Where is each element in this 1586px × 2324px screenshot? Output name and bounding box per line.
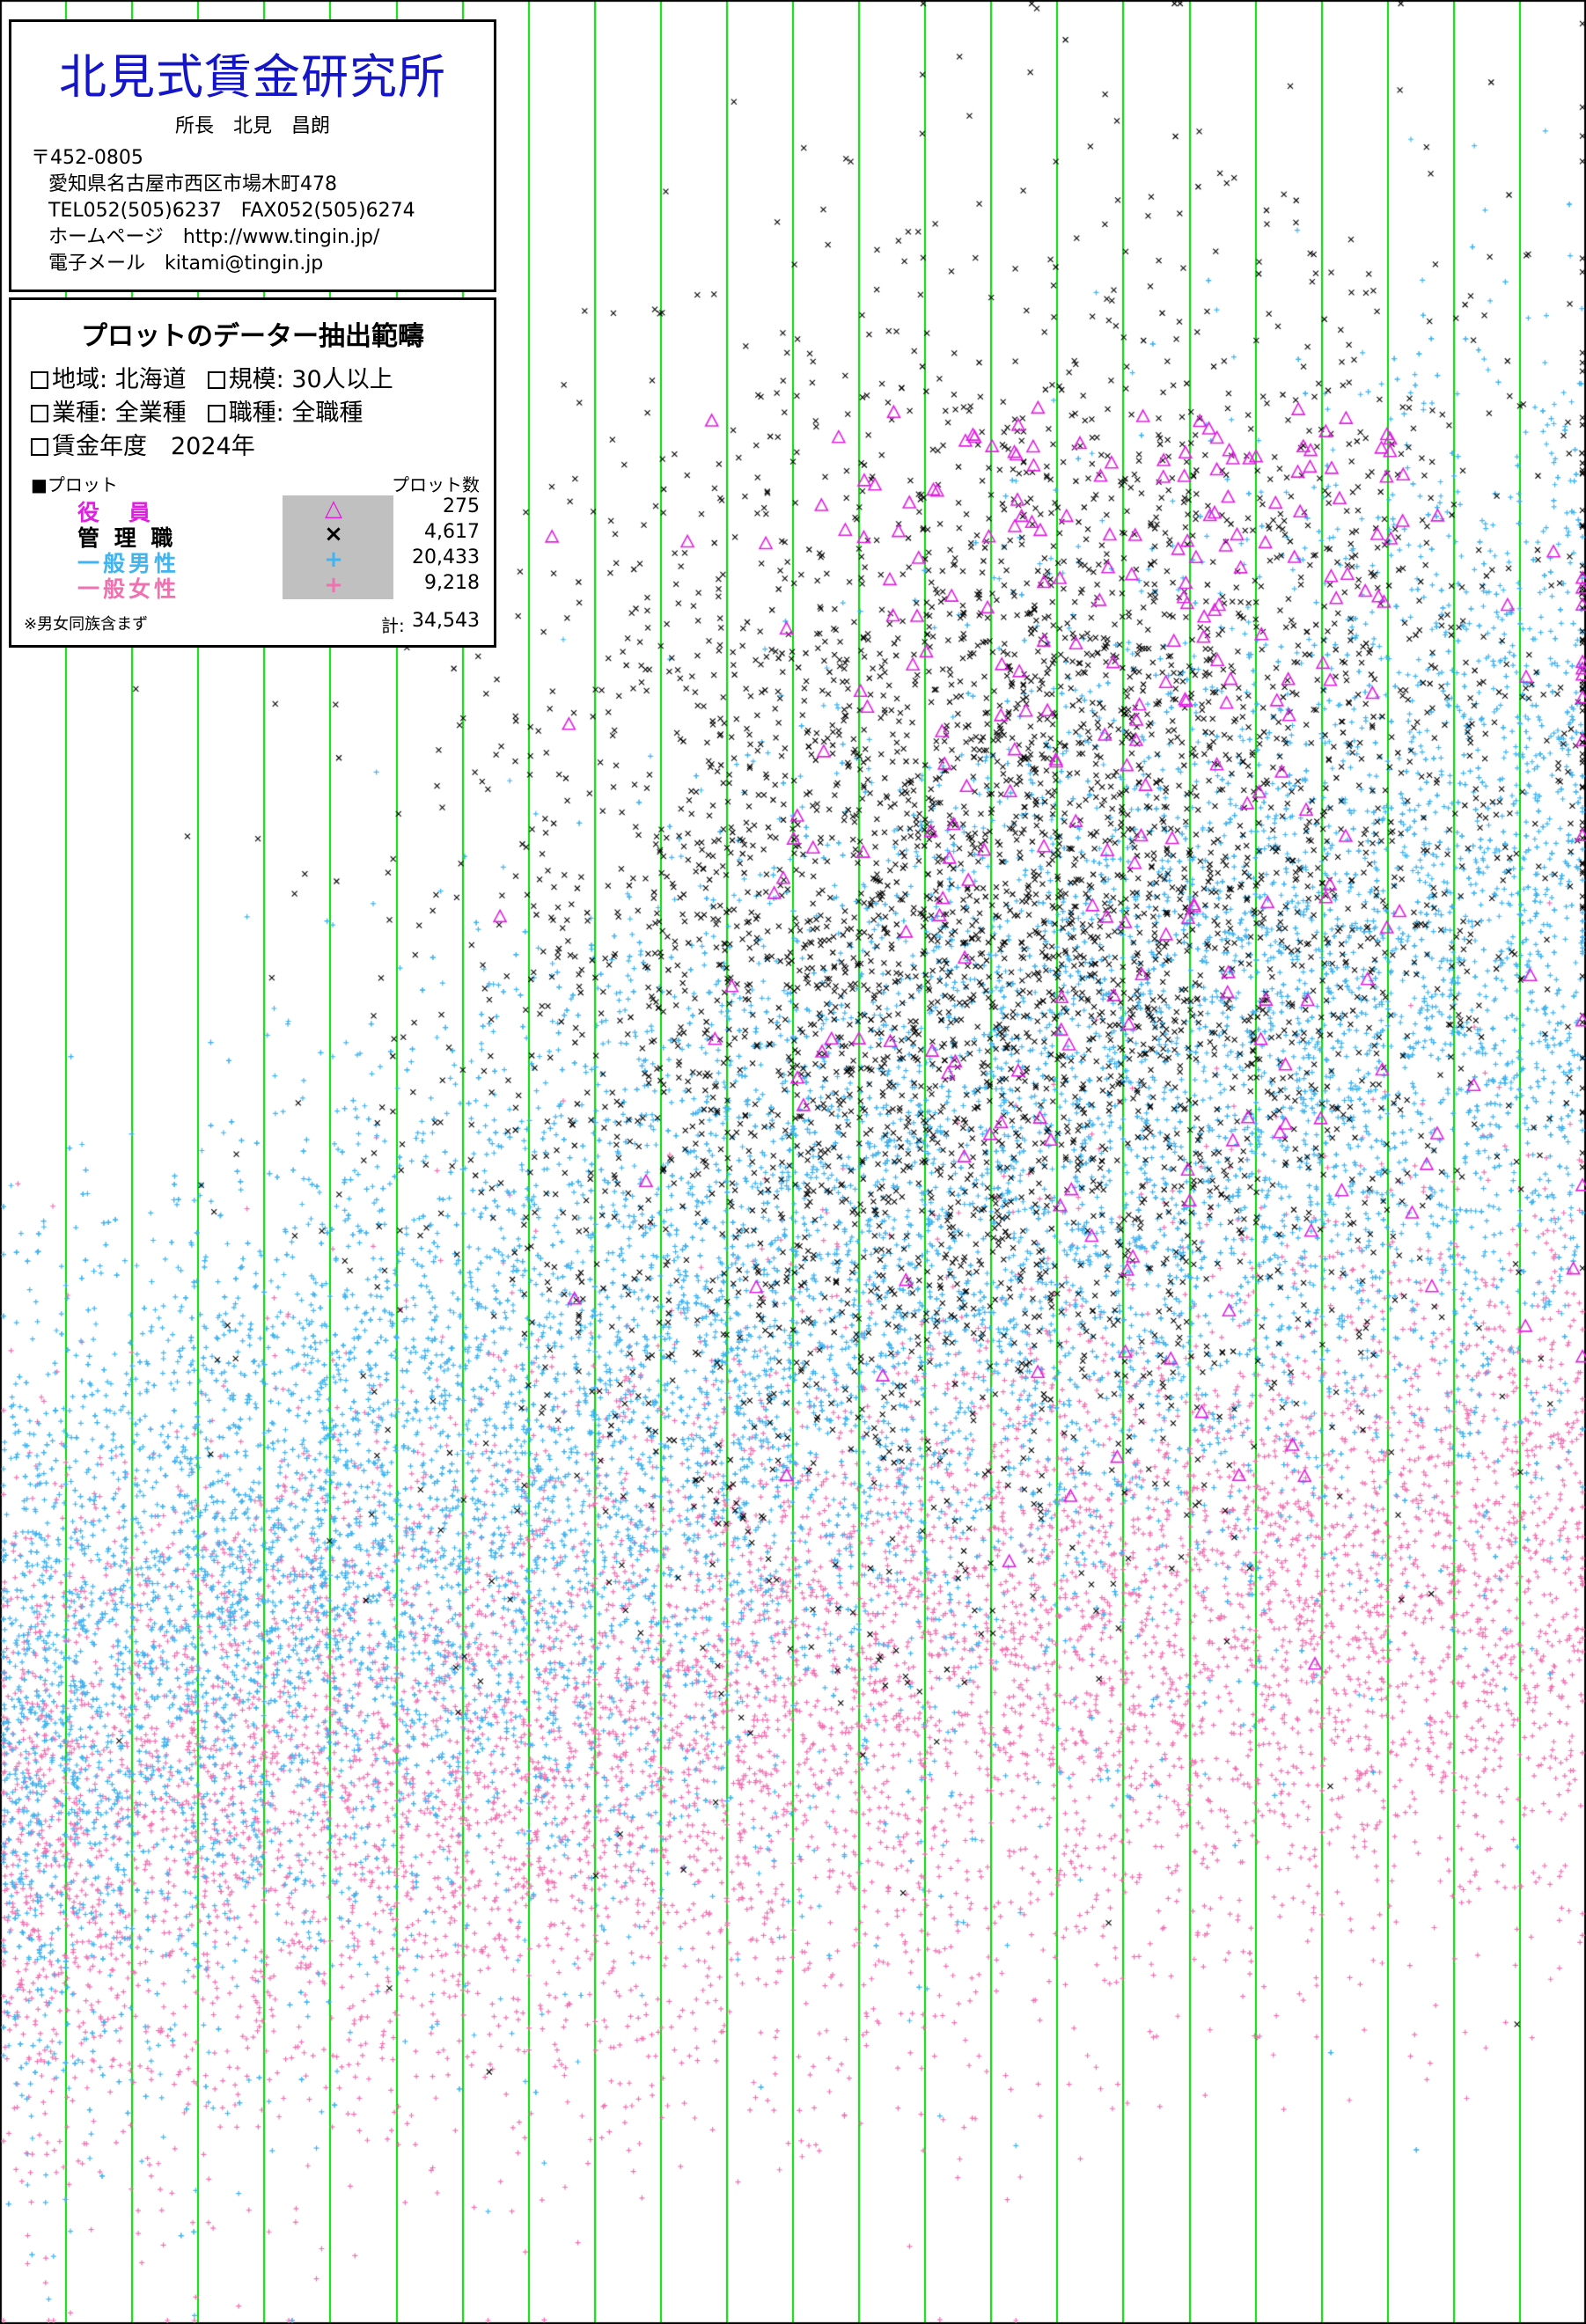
legend-item-manager: 管 理 職 × 4,617 xyxy=(11,521,494,551)
legend-label: 一般女性 xyxy=(77,576,180,602)
filter-row-industry-occupation: 業種: 全業種 職種: 全職種 xyxy=(31,393,363,428)
director-name: 所長 北見 昌朗 xyxy=(174,115,330,137)
legend-label: 役 員 xyxy=(77,500,155,525)
plus-marker-icon: + xyxy=(324,572,343,598)
region-filter: 地域: 北海道 xyxy=(52,366,187,393)
legend-count: 9,218 xyxy=(424,572,480,594)
legend-total: 34,543 xyxy=(412,610,480,632)
legend-total-label: 計: xyxy=(381,615,405,636)
checkbox-icon xyxy=(31,438,48,456)
legend-header: ■プロット xyxy=(31,474,118,495)
x-marker-icon: × xyxy=(324,521,343,547)
legend-count: 20,433 xyxy=(412,546,480,568)
filter-row-region-scale: 地域: 北海道 規模: 30人以上 xyxy=(31,360,393,394)
homepage-link[interactable]: ホームページ http://www.tingin.jp/ xyxy=(48,226,380,248)
legend-count: 275 xyxy=(443,495,480,517)
address: 愛知県名古屋市西区市場木町478 xyxy=(48,173,337,195)
postal-code: 〒452-0805 xyxy=(31,147,143,169)
checkbox-icon xyxy=(207,405,225,422)
organization-info-panel: 北見式賃金研究所 所長 北見 昌朗 〒452-0805 愛知県名古屋市西区市場木… xyxy=(9,19,496,292)
checkbox-icon xyxy=(31,371,48,389)
filter-title: プロットのデーター抽出範疇 xyxy=(81,321,424,352)
legend-count: 4,617 xyxy=(424,521,480,543)
data-filter-panel: プロットのデーター抽出範疇 地域: 北海道 規模: 30人以上 業種: 全業種 職種… xyxy=(9,297,496,648)
legend-label: 管 理 職 xyxy=(77,525,177,551)
legend-count-header: プロット数 xyxy=(392,474,480,495)
filter-row-year: 賃金年度 2024年 xyxy=(31,427,255,461)
year-filter: 賃金年度 2024年 xyxy=(52,433,255,460)
legend-item-general-female: 一般女性 + 9,218 xyxy=(11,572,494,602)
industry-filter: 業種: 全業種 xyxy=(52,400,187,427)
tel-fax: TEL052(505)6237 FAX052(505)6274 xyxy=(48,200,415,222)
plus-marker-icon: + xyxy=(324,546,343,573)
legend-note: ※男女同族含まず xyxy=(24,615,149,634)
legend-label: 一般男性 xyxy=(77,551,180,576)
organization-name: 北見式賃金研究所 xyxy=(59,49,446,105)
occupation-filter: 職種: 全職種 xyxy=(228,400,363,427)
triangle-marker-icon: △ xyxy=(325,495,342,522)
checkbox-icon xyxy=(207,371,225,389)
legend-item-general-male: 一般男性 + 20,433 xyxy=(11,546,494,576)
scale-filter: 規模: 30人以上 xyxy=(228,366,393,393)
checkbox-icon xyxy=(31,405,48,422)
legend-item-executive: 役 員 △ 275 xyxy=(11,495,494,525)
legend-symbol-background xyxy=(283,495,393,599)
email-link[interactable]: 電子メール kitami@tingin.jp xyxy=(48,253,324,275)
